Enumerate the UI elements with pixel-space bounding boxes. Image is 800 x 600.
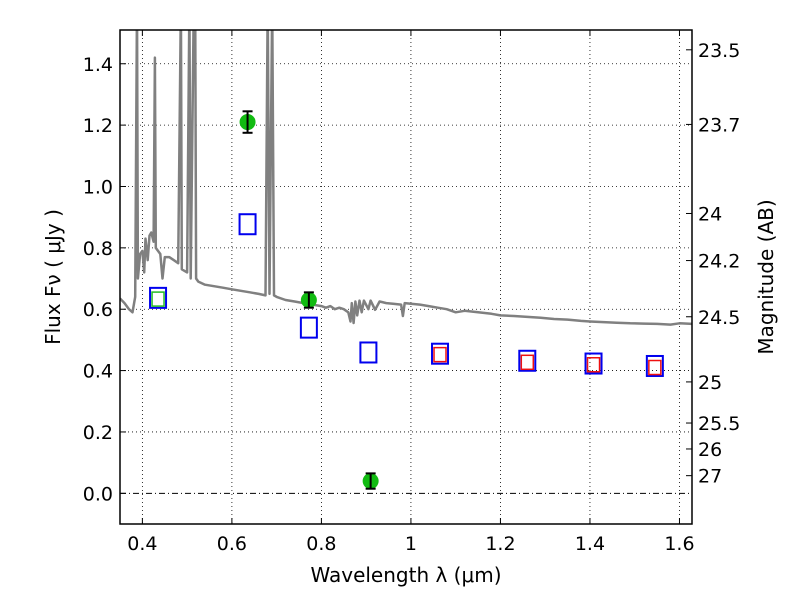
y2-tick-label: 25.5 — [698, 413, 740, 435]
y-tick-label: 1.4 — [83, 54, 113, 76]
model-point-red — [648, 359, 662, 376]
y2-tick-label: 26 — [698, 439, 722, 461]
y2-tick-label: 27 — [698, 466, 722, 488]
y2-tick-label: 23.7 — [698, 114, 740, 136]
x-tick-label: 1 — [405, 533, 417, 555]
model-point-blue — [359, 341, 378, 364]
x-tick-label: 1.2 — [485, 533, 515, 555]
x-axis-ticks: 0.4 0.6 0.8 1 1.2 1.4 1.6 — [127, 30, 695, 555]
y-axis-ticks: 0.0 0.2 0.4 0.6 0.8 1.0 1.2 1.4 — [83, 54, 126, 505]
model-point-blue — [645, 354, 664, 377]
plot-frame — [119, 29, 693, 525]
x-tick-label: 0.4 — [127, 533, 157, 555]
x-tick-label: 0.6 — [217, 533, 247, 555]
y2-tick-label: 24.2 — [698, 251, 740, 273]
model-point-blue — [584, 352, 603, 375]
x-tick-label: 1.6 — [664, 533, 694, 555]
x-axis-label: Wavelength λ (μm) — [310, 563, 501, 587]
y2-axis-ticks: 23.5 23.7 24 24.2 24.5 25 25.5 26 27 — [686, 40, 740, 488]
spectrum-layer — [120, 30, 692, 326]
y-tick-label: 1.2 — [83, 115, 113, 137]
x-tick-label: 1.4 — [575, 533, 605, 555]
y-tick-label: 0.8 — [83, 238, 113, 260]
y2-tick-label: 24 — [698, 203, 722, 225]
spectrum-line — [120, 30, 692, 326]
y-tick-label: 0.0 — [83, 483, 113, 505]
y-tick-label: 1.0 — [83, 176, 113, 198]
model-point-blue — [518, 349, 537, 372]
model-point-blue — [299, 316, 318, 339]
model-point-red — [520, 354, 535, 371]
y2-tick-label: 24.5 — [698, 307, 740, 329]
x-tick-label: 0.8 — [306, 533, 336, 555]
marker-layer — [149, 110, 664, 490]
model-point-blue — [431, 342, 450, 365]
y2-tick-label: 23.5 — [698, 40, 740, 62]
model-point-red — [433, 346, 447, 363]
y2-axis-label: Magnitude (AB) — [754, 199, 778, 354]
y2-tick-label: 25 — [698, 372, 722, 394]
model-point-blue — [238, 213, 257, 236]
model-point-blue — [149, 286, 168, 309]
model-point-red — [586, 357, 601, 373]
y-tick-label: 0.2 — [83, 422, 113, 444]
model-point-green — [151, 291, 165, 307]
y-tick-label: 0.4 — [83, 361, 113, 383]
grid — [120, 30, 692, 524]
y-axis-label: Flux Fν ( μJy ) — [41, 209, 65, 345]
y-tick-label: 0.6 — [83, 299, 113, 321]
